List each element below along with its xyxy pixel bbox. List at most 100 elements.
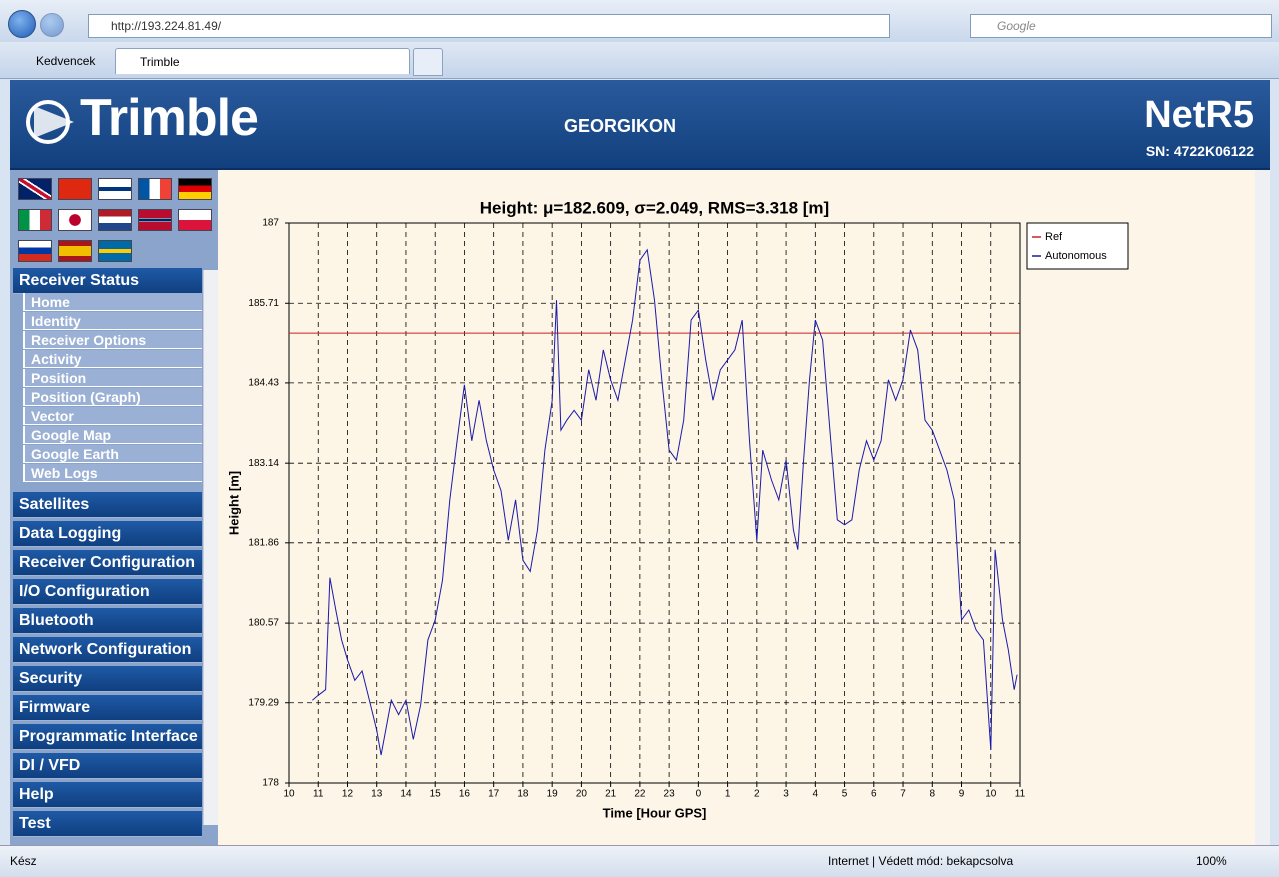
menu-heading[interactable]: Receiver Status (13, 268, 202, 294)
search-text: Google (997, 19, 1036, 33)
x-tick-label: 22 (634, 789, 646, 800)
menu-section[interactable]: Test (13, 811, 202, 837)
x-tick-label: 3 (783, 789, 789, 800)
chart: Height: μ=182.609, σ=2.049, RMS=3.318 [m… (226, 198, 1129, 820)
page-scrollbar[interactable] (1255, 170, 1270, 845)
menu-item[interactable]: Google Map (23, 426, 202, 444)
x-tick-label: 16 (459, 789, 471, 800)
address-bar[interactable]: http://193.224.81.49/ (88, 14, 890, 38)
tab-bar: Kedvencek Trimble (0, 42, 1279, 79)
x-tick-label: 23 (664, 789, 676, 800)
browser-tab[interactable]: Trimble (115, 48, 410, 74)
favorites-button[interactable]: Kedvencek (36, 54, 96, 68)
menu-section[interactable]: Satellites (13, 492, 202, 518)
x-tick-label: 0 (696, 789, 702, 800)
flag[interactable] (18, 240, 52, 262)
x-tick-label: 9 (959, 789, 965, 800)
y-tick-label: 184.43 (248, 378, 279, 389)
plot-area (288, 222, 1021, 784)
zoom-text[interactable]: 100% (1196, 854, 1227, 868)
forward-button[interactable] (40, 13, 64, 37)
x-tick-label: 20 (576, 789, 588, 800)
content: Height: μ=182.609, σ=2.049, RMS=3.318 [m… (218, 170, 1255, 845)
x-tick-label: 1 (725, 789, 731, 800)
status-text: Kész (10, 854, 37, 868)
x-tick-label: 6 (871, 789, 877, 800)
menu-section[interactable]: Bluetooth (13, 608, 202, 634)
x-tick-label: 11 (313, 789, 324, 800)
logo-text: Trimble (80, 89, 259, 147)
flag[interactable] (18, 178, 52, 200)
flag[interactable] (98, 178, 132, 200)
menu-item[interactable]: Position (Graph) (23, 388, 202, 406)
flag[interactable] (138, 178, 172, 200)
flag[interactable] (138, 209, 172, 231)
serial-number: SN: 4722K06122 (1145, 143, 1254, 159)
flag[interactable] (58, 209, 92, 231)
y-tick-label: 179.29 (248, 697, 279, 708)
legend-label: Ref (1045, 231, 1063, 243)
flag[interactable] (178, 209, 212, 231)
sidebar-scrollbar[interactable] (203, 270, 218, 825)
model-name: NetR5 (1144, 94, 1254, 136)
x-tick-label: 17 (488, 789, 500, 800)
x-tick-label: 21 (605, 789, 617, 800)
x-tick-label: 18 (517, 789, 529, 800)
flag[interactable] (98, 209, 132, 231)
x-tick-label: 2 (754, 789, 760, 800)
legend-box (1026, 222, 1129, 270)
menu-item[interactable]: Position (23, 369, 202, 387)
y-tick-label: 185.71 (248, 298, 279, 309)
y-tick-label: 187 (262, 218, 279, 229)
chart-title: Height: μ=182.609, σ=2.049, RMS=3.318 [m… (480, 198, 829, 217)
zone-text: Internet | Védett mód: bekapcsolva (828, 854, 1014, 868)
y-tick-label: 180.57 (248, 618, 279, 629)
flag[interactable] (98, 240, 132, 262)
x-tick-label: 11 (1015, 789, 1026, 800)
new-tab[interactable] (413, 48, 443, 76)
menu-item[interactable]: Vector (23, 407, 202, 425)
flag[interactable] (178, 178, 212, 200)
menu-item[interactable]: Identity (23, 312, 202, 330)
logo-icon (26, 100, 74, 144)
flag[interactable] (18, 209, 52, 231)
x-tick-label: 8 (929, 789, 935, 800)
menu-item[interactable]: Home (23, 293, 202, 311)
sidebar: Receiver Status Home Identity Receiver Opti… (10, 170, 218, 845)
menu-section[interactable]: DI / VFD (13, 753, 202, 779)
browser-toolbar: http://193.224.81.49/ Google (0, 0, 1279, 42)
data-line (312, 248, 1018, 756)
x-tick-label: 4 (813, 789, 819, 800)
menu-section[interactable]: Network Configuration (13, 637, 202, 663)
flag[interactable] (58, 240, 92, 262)
y-axis-label: Height [m] (226, 471, 241, 535)
y-tick-label: 178 (262, 778, 279, 789)
x-tick-label: 12 (342, 789, 354, 800)
menu-section[interactable]: Help (13, 782, 202, 808)
address-text: http://193.224.81.49/ (111, 19, 222, 33)
site-name: GEORGIKON (563, 116, 676, 136)
menu-section[interactable]: Security (13, 666, 202, 692)
menu-section[interactable]: Data Logging (13, 521, 202, 547)
menu-section[interactable]: Programmatic Interface (13, 724, 202, 750)
menu-section[interactable]: Firmware (13, 695, 202, 721)
x-tick-label: 5 (842, 789, 848, 800)
status-bar: Kész Internet | Védett mód: bekapcsolva … (0, 845, 1279, 877)
x-tick-label: 15 (430, 789, 442, 800)
menu-section[interactable]: I/O Configuration (13, 579, 202, 605)
legend-label: Autonomous (1045, 250, 1107, 262)
flag[interactable] (58, 178, 92, 200)
menu-item[interactable]: Receiver Options (23, 331, 202, 349)
search-box[interactable]: Google (970, 14, 1272, 38)
x-tick-label: 19 (547, 789, 559, 800)
menu-item[interactable]: Activity (23, 350, 202, 368)
menu-item[interactable]: Web Logs (23, 464, 202, 482)
menu-section[interactable]: Receiver Configuration (13, 550, 202, 576)
menu-item[interactable]: Google Earth (23, 445, 202, 463)
back-button[interactable] (8, 10, 36, 38)
x-tick-label: 7 (900, 789, 906, 800)
x-tick-label: 14 (400, 789, 412, 800)
x-axis-label: Time [Hour GPS] (603, 805, 707, 820)
x-tick-label: 10 (985, 789, 997, 800)
